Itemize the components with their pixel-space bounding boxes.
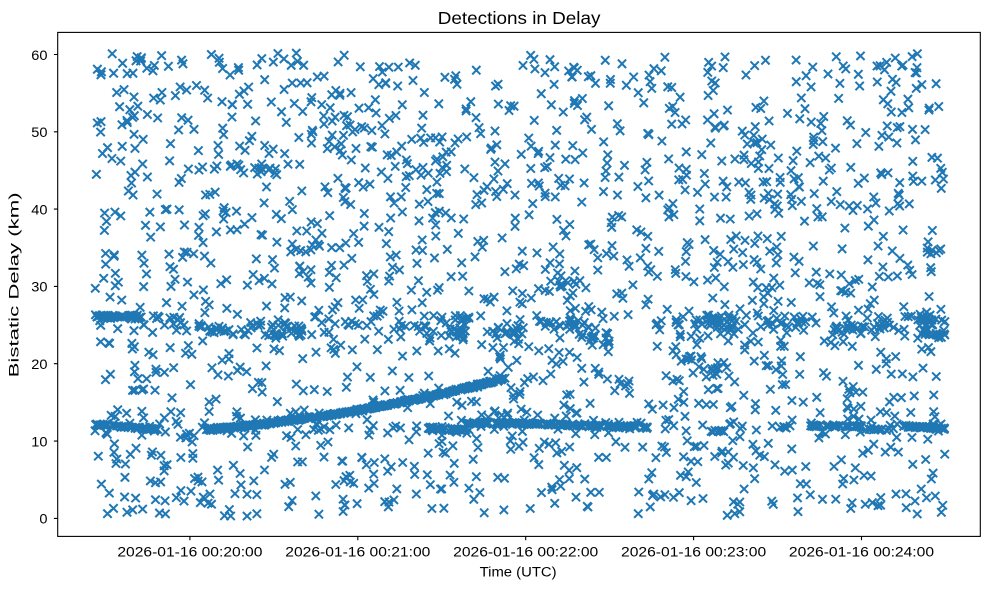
svg-text:2026-01-16 00:22:00: 2026-01-16 00:22:00 xyxy=(453,545,598,561)
svg-text:Time (UTC): Time (UTC) xyxy=(480,565,557,581)
svg-text:2026-01-16 00:24:00: 2026-01-16 00:24:00 xyxy=(789,545,934,561)
svg-text:60: 60 xyxy=(31,48,47,64)
svg-text:50: 50 xyxy=(31,125,47,141)
svg-text:2026-01-16 00:20:00: 2026-01-16 00:20:00 xyxy=(117,545,262,561)
svg-text:30: 30 xyxy=(31,280,47,296)
svg-text:20: 20 xyxy=(31,357,47,373)
svg-text:2026-01-16 00:23:00: 2026-01-16 00:23:00 xyxy=(621,545,766,561)
svg-text:0: 0 xyxy=(39,512,47,528)
svg-text:2026-01-16 00:21:00: 2026-01-16 00:21:00 xyxy=(285,545,430,561)
svg-text:10: 10 xyxy=(31,434,47,450)
svg-text:Bistatic Delay (km): Bistatic Delay (km) xyxy=(6,192,22,377)
svg-text:Detections in Delay: Detections in Delay xyxy=(438,8,601,28)
svg-text:40: 40 xyxy=(31,202,47,218)
